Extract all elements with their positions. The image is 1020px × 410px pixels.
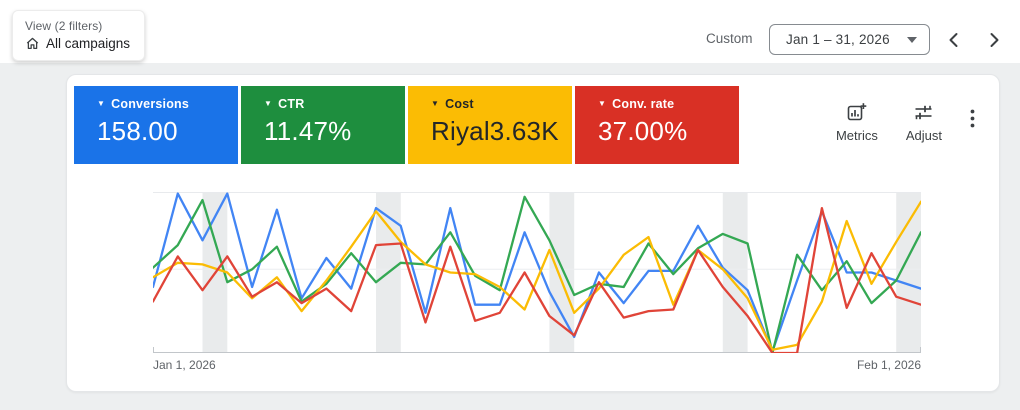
view-filters-label: View (2 filters)	[25, 19, 103, 33]
scorecard-conversions[interactable]: ▼ Conversions 158.00	[74, 86, 238, 164]
adjust-sliders-icon	[913, 102, 934, 123]
date-range-type-label: Custom	[706, 31, 753, 46]
metrics-button-label: Metrics	[835, 128, 878, 143]
scorecard-ctr[interactable]: ▼ CTR 11.47%	[241, 86, 405, 164]
previous-period-button[interactable]	[936, 24, 972, 56]
chevron-left-icon	[945, 31, 963, 49]
scorecard-label: Conv. rate	[612, 97, 675, 111]
metric-dropdown-icon[interactable]: ▼	[97, 99, 106, 108]
scorecard-label: CTR	[278, 97, 305, 111]
scorecard-value: 11.47%	[264, 116, 352, 146]
chart-x-axis: Jan 1, 2026 Feb 1, 2026	[153, 358, 921, 372]
scorecard-conv-rate[interactable]: ▼ Conv. rate 37.00%	[575, 86, 739, 164]
chart-toolbar: Metrics Adjust	[836, 102, 975, 143]
chevron-right-icon	[985, 31, 1003, 49]
next-period-button[interactable]	[976, 24, 1012, 56]
adjust-button[interactable]: Adjust	[906, 102, 942, 143]
metrics-button[interactable]: Metrics	[836, 102, 878, 143]
timeseries-chart[interactable]	[153, 192, 921, 353]
view-filter-card[interactable]: View (2 filters) All campaigns	[12, 10, 145, 61]
scorecard-label: Cost	[445, 97, 474, 111]
scorecard-label: Conversions	[111, 97, 190, 111]
metric-dropdown-icon[interactable]: ▼	[264, 99, 273, 108]
more-options-button[interactable]	[970, 109, 975, 128]
date-range-select[interactable]: Jan 1 – 31, 2026	[769, 24, 930, 55]
view-scope-label: All campaigns	[46, 36, 131, 51]
x-axis-end-label: Feb 1, 2026	[856, 358, 921, 372]
scorecard-cost[interactable]: ▼ Cost Riyal3.63K	[408, 86, 572, 164]
chevron-down-icon	[907, 36, 917, 43]
adjust-button-label: Adjust	[905, 128, 942, 143]
metric-dropdown-icon[interactable]: ▼	[598, 99, 607, 108]
kebab-menu-icon	[970, 109, 975, 128]
metric-dropdown-icon[interactable]: ▼	[431, 99, 440, 108]
scorecard-value: 37.00%	[598, 116, 688, 146]
overview-chart-card: ▼ Conversions 158.00 ▼ CTR 11.47% ▼ Cost Ri…	[66, 74, 1000, 392]
x-axis-start-label: Jan 1, 2026	[153, 358, 216, 372]
scorecard-value: 158.00	[97, 116, 178, 146]
date-range-value: Jan 1 – 31, 2026	[786, 32, 890, 47]
metrics-chart-icon	[846, 102, 867, 123]
metric-scorecards: ▼ Conversions 158.00 ▼ CTR 11.47% ▼ Cost Ri…	[74, 86, 739, 164]
home-icon	[25, 36, 40, 51]
scorecard-value: Riyal3.63K	[431, 116, 559, 146]
top-bar: View (2 filters) All campaigns Custom Ja…	[0, 0, 1020, 63]
